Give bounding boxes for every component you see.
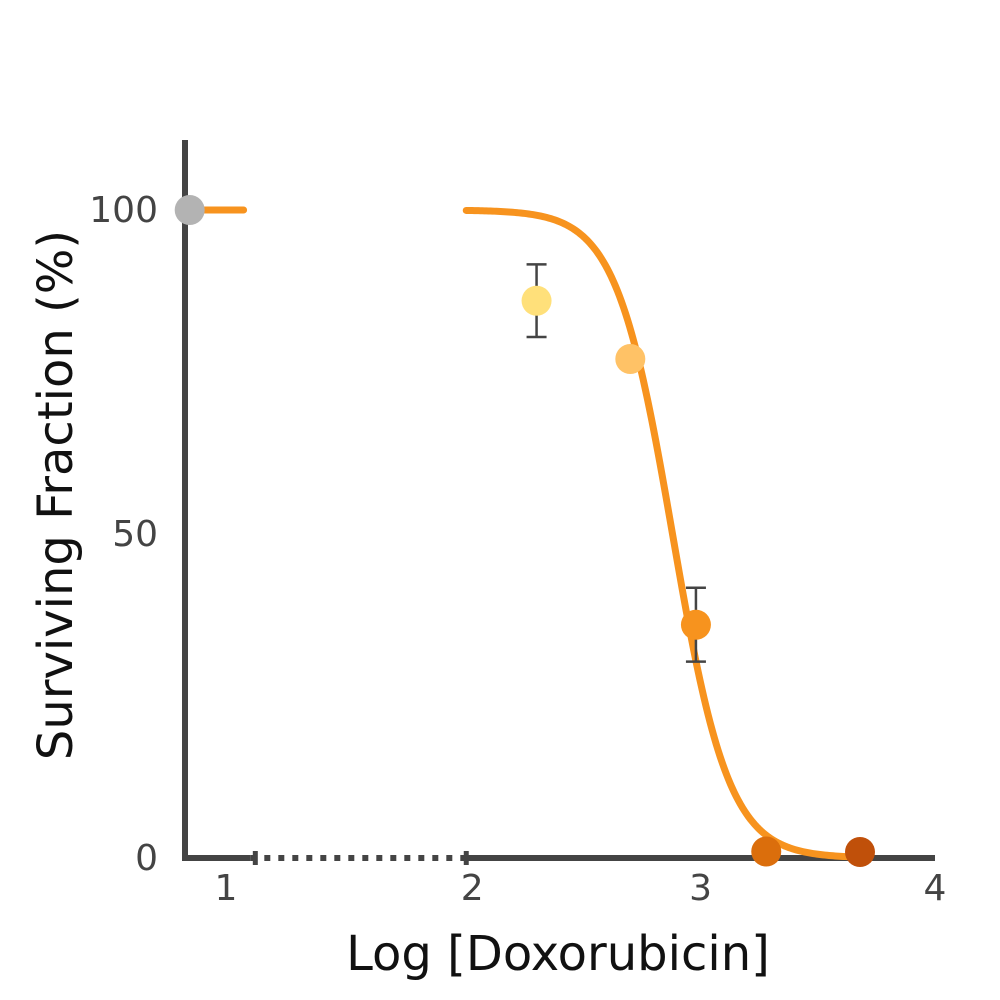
- data-points: [174, 195, 875, 867]
- data-point-1: [174, 195, 205, 225]
- data-point-5: [751, 836, 782, 867]
- data-point-2: [521, 285, 552, 316]
- y-tick-label-0: 0: [135, 838, 158, 879]
- data-point-3: [615, 344, 646, 375]
- error-bars: [526, 263, 706, 663]
- axes: [182, 140, 935, 865]
- x-tick-label-3: 3: [689, 868, 712, 909]
- y-tick-label-50: 50: [112, 514, 158, 555]
- x-tick-label-2: 2: [461, 868, 484, 909]
- x-tick-label-1: 1: [215, 868, 238, 909]
- y-tick-label-100: 100: [89, 190, 158, 231]
- x-tick-label-4: 4: [924, 868, 947, 909]
- tick-labels: 0 50 100 1 2 3 4: [89, 190, 946, 909]
- y-axis-title: Surviving Fraction (%): [28, 230, 84, 760]
- data-point-4: [680, 609, 711, 640]
- x-axis-title: Log [Doxorubicin]: [346, 926, 770, 982]
- data-point-6: [845, 837, 875, 867]
- fit-curve: [462, 206, 873, 861]
